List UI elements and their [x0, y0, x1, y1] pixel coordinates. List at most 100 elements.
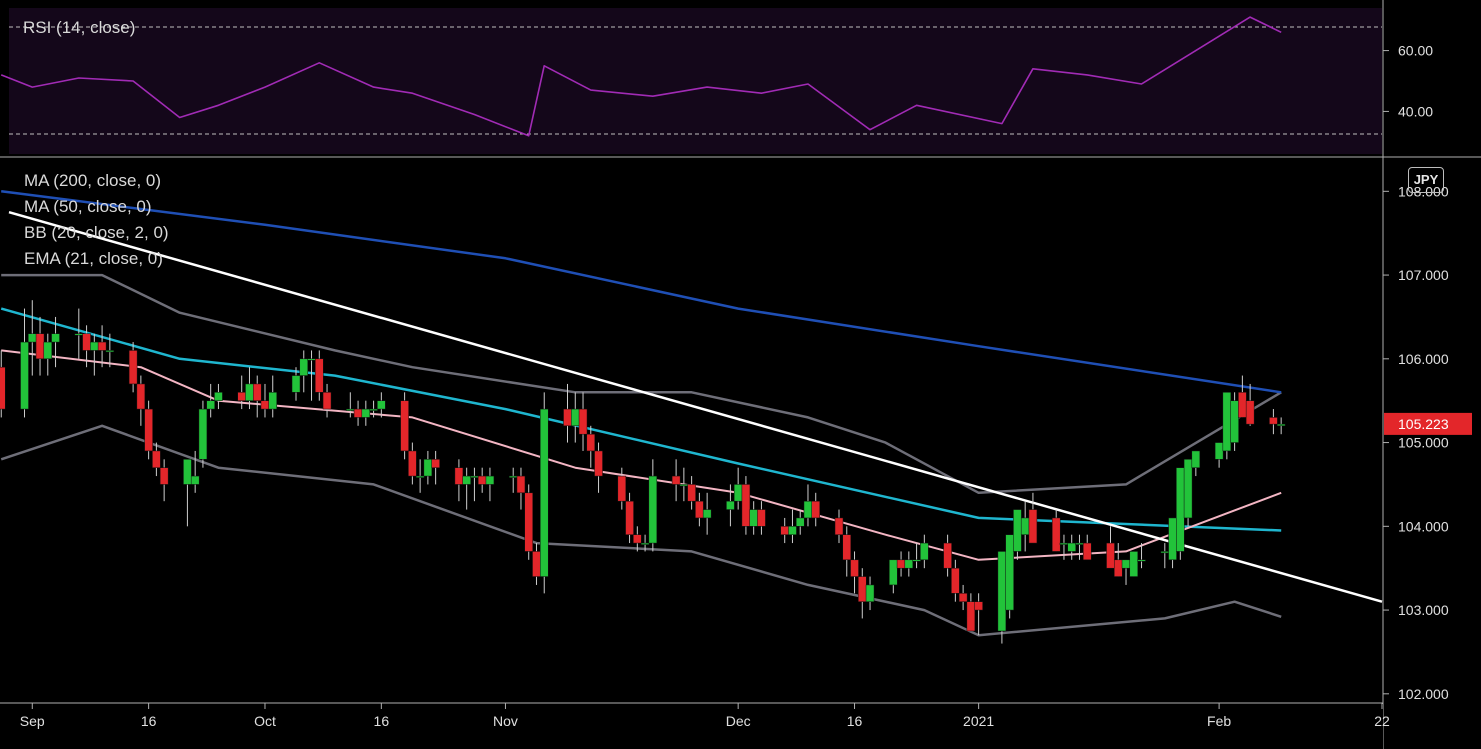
candle-body: [617, 475, 627, 502]
candle-body: [90, 341, 99, 351]
bb-upper-band: [1, 273, 1282, 495]
trend-line-path: [8, 210, 1383, 603]
candle-body: [470, 475, 479, 478]
price-tick-label: 105.000: [1398, 435, 1449, 451]
candle-body: [245, 383, 254, 401]
candle-body: [563, 408, 572, 427]
candle-body: [1020, 517, 1030, 535]
candle-body: [795, 517, 805, 527]
candle-body: [400, 400, 409, 452]
candle-body: [741, 484, 751, 527]
candle-body: [431, 459, 440, 468]
candle-body: [1245, 400, 1255, 425]
candle-body: [1222, 392, 1232, 452]
candle-body: [462, 475, 471, 485]
candle-body: [974, 601, 983, 611]
candle-body: [1028, 509, 1038, 544]
candle-body: [904, 559, 914, 569]
candle-body: [671, 475, 681, 485]
candle-body: [377, 400, 386, 410]
candle-body: [477, 475, 487, 485]
candle-body: [74, 333, 84, 336]
bb-lower-band: [0, 424, 1282, 637]
ema-21-path: [1, 349, 1282, 561]
legend-ma50[interactable]: MA (50, close, 0): [24, 197, 152, 216]
candle-body: [206, 400, 215, 410]
candle-body: [1106, 542, 1115, 569]
candle-body: [20, 341, 29, 410]
candle-body: [516, 475, 526, 494]
rsi-line: [0, 16, 1282, 137]
rsi-axis-ticks: 60.00 40.00: [1383, 43, 1433, 119]
candle-body: [571, 408, 580, 427]
candle-body: [51, 333, 60, 343]
candle-body: [128, 350, 138, 385]
candle-body: [28, 333, 37, 343]
ma-200-path: [1, 190, 1282, 394]
price-axis-ticks: 108.000 107.000 106.000 105.000 104.000 103.0…: [1383, 183, 1449, 702]
price-tick-label: 104.000: [1398, 518, 1449, 534]
ema-21-line: [1, 349, 1282, 561]
candle-body: [640, 542, 650, 545]
candle-body: [260, 400, 270, 410]
candle-body: [144, 408, 153, 452]
candle-body: [648, 475, 658, 544]
candle-body: [1160, 551, 1170, 554]
time-tick-label: Dec: [726, 713, 751, 729]
candle-body: [1067, 542, 1076, 552]
rsi-panel-background: [9, 8, 1382, 154]
price-tick-label: 102.000: [1398, 686, 1449, 702]
candle-body: [1191, 450, 1201, 468]
candle-body: [865, 584, 875, 602]
candle-body: [190, 475, 200, 485]
candle-body: [695, 500, 704, 519]
candle-body: [322, 392, 332, 410]
candle-body: [346, 408, 355, 411]
candle-body: [702, 509, 712, 519]
currency-badge[interactable]: JPY: [1408, 167, 1444, 193]
candle-body: [268, 392, 277, 410]
time-tick-label: Nov: [493, 713, 518, 729]
candle-body: [842, 534, 852, 561]
candle-body: [733, 484, 743, 502]
legend-ema21[interactable]: EMA (21, close, 0): [24, 249, 163, 268]
candle-body: [1269, 417, 1278, 425]
candlesticks: [0, 300, 1286, 644]
legend-ma200[interactable]: MA (200, close, 0): [24, 171, 162, 190]
candle-body: [369, 408, 378, 411]
candle-body: [159, 467, 169, 485]
candle-body: [1075, 542, 1084, 545]
candle-body: [299, 358, 309, 376]
candle-body: [485, 475, 495, 485]
legend-bb[interactable]: BB (20, close, 2, 0): [24, 223, 169, 242]
candle-body: [532, 551, 541, 577]
candle-body: [524, 492, 533, 552]
price-tick-label: 106.000: [1398, 351, 1449, 367]
time-tick-label: Feb: [1207, 713, 1231, 729]
last-price-badge-bg: [1384, 412, 1472, 435]
rsi-indicator-label: RSI (14, close): [23, 18, 136, 37]
candle-body: [1183, 459, 1193, 519]
candle-body: [35, 333, 45, 360]
candle-body: [811, 500, 820, 519]
time-tick-label: 22: [1374, 713, 1390, 729]
candle-body: [1013, 509, 1022, 552]
candle-body: [237, 392, 246, 401]
candle-body: [889, 559, 898, 586]
candle-body: [1168, 517, 1177, 561]
candle-body: [633, 534, 642, 544]
last-price-badge: 105.223: [1384, 412, 1472, 435]
candle-body: [539, 408, 549, 577]
time-tick-label: 16: [847, 713, 863, 729]
candle-body: [997, 551, 1007, 632]
candle-body: [1276, 423, 1286, 427]
candle-body: [415, 475, 425, 478]
bollinger-bands: [0, 273, 1282, 637]
price-tick-label: 108.000: [1398, 183, 1449, 199]
candle-body: [454, 467, 464, 485]
candle-body: [97, 341, 107, 351]
candle-body: [1121, 559, 1131, 569]
candle-body: [361, 408, 371, 418]
candle-body: [152, 450, 161, 468]
